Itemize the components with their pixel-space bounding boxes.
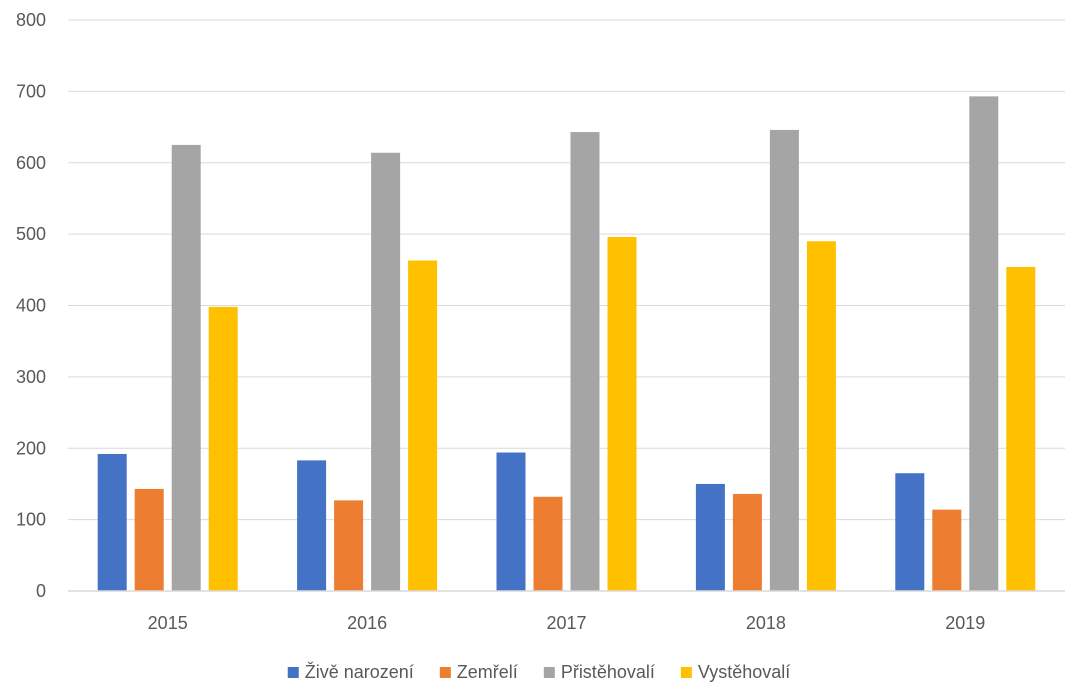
- legend: Živě narození Zemřelí Přistěhovalí Vystěhov…: [287, 662, 790, 682]
- bar: [533, 496, 563, 591]
- x-axis-tick-labels: 2015 2016 2017 2018 2019: [148, 613, 986, 633]
- bar: [334, 500, 364, 591]
- bar: [371, 152, 401, 591]
- legend-item: Zemřelí: [439, 662, 518, 682]
- y-tick-label: 0: [36, 581, 46, 601]
- x-tick-label: 2018: [746, 613, 786, 633]
- y-tick-label: 800: [16, 10, 46, 30]
- y-tick-label: 500: [16, 224, 46, 244]
- bar: [496, 452, 526, 591]
- bar: [1006, 266, 1036, 591]
- bar: [570, 132, 600, 591]
- bar: [171, 144, 201, 591]
- y-tick-label: 400: [16, 296, 46, 316]
- x-tick-label: 2017: [546, 613, 586, 633]
- legend-item: Vystěhovalí: [680, 662, 790, 682]
- x-tick-label: 2015: [148, 613, 188, 633]
- bar: [607, 236, 637, 592]
- legend-label: Přistěhovalí: [561, 662, 655, 682]
- bar: [695, 483, 725, 591]
- bar: [895, 473, 925, 591]
- bar: [208, 306, 238, 591]
- legend-label: Zemřelí: [457, 662, 518, 682]
- bar: [769, 129, 799, 592]
- y-tick-label: 300: [16, 367, 46, 387]
- bar: [97, 453, 127, 591]
- x-tick-label: 2019: [945, 613, 985, 633]
- bar: [806, 241, 836, 591]
- legend-label: Živě narození: [305, 662, 414, 682]
- legend-item: Přistěhovalí: [543, 662, 655, 682]
- bar: [134, 488, 164, 591]
- bar: [408, 260, 438, 591]
- bars: [97, 96, 1036, 592]
- bar: [297, 460, 327, 591]
- y-tick-label: 600: [16, 153, 46, 173]
- y-tick-label: 100: [16, 510, 46, 530]
- legend-item: Živě narození: [287, 662, 414, 682]
- bar: [732, 493, 762, 591]
- y-tick-label: 700: [16, 81, 46, 101]
- legend-swatch: [287, 667, 299, 678]
- y-axis-tick-labels: 0 100 200 300 400 500 600 700 800: [16, 10, 46, 601]
- legend-swatch: [439, 667, 451, 678]
- legend-swatch: [680, 667, 692, 678]
- legend-swatch: [543, 667, 555, 678]
- legend-label: Vystěhovalí: [698, 662, 790, 682]
- bar: [969, 96, 999, 591]
- x-tick-label: 2016: [347, 613, 387, 633]
- bar: [932, 509, 962, 591]
- y-tick-label: 200: [16, 438, 46, 458]
